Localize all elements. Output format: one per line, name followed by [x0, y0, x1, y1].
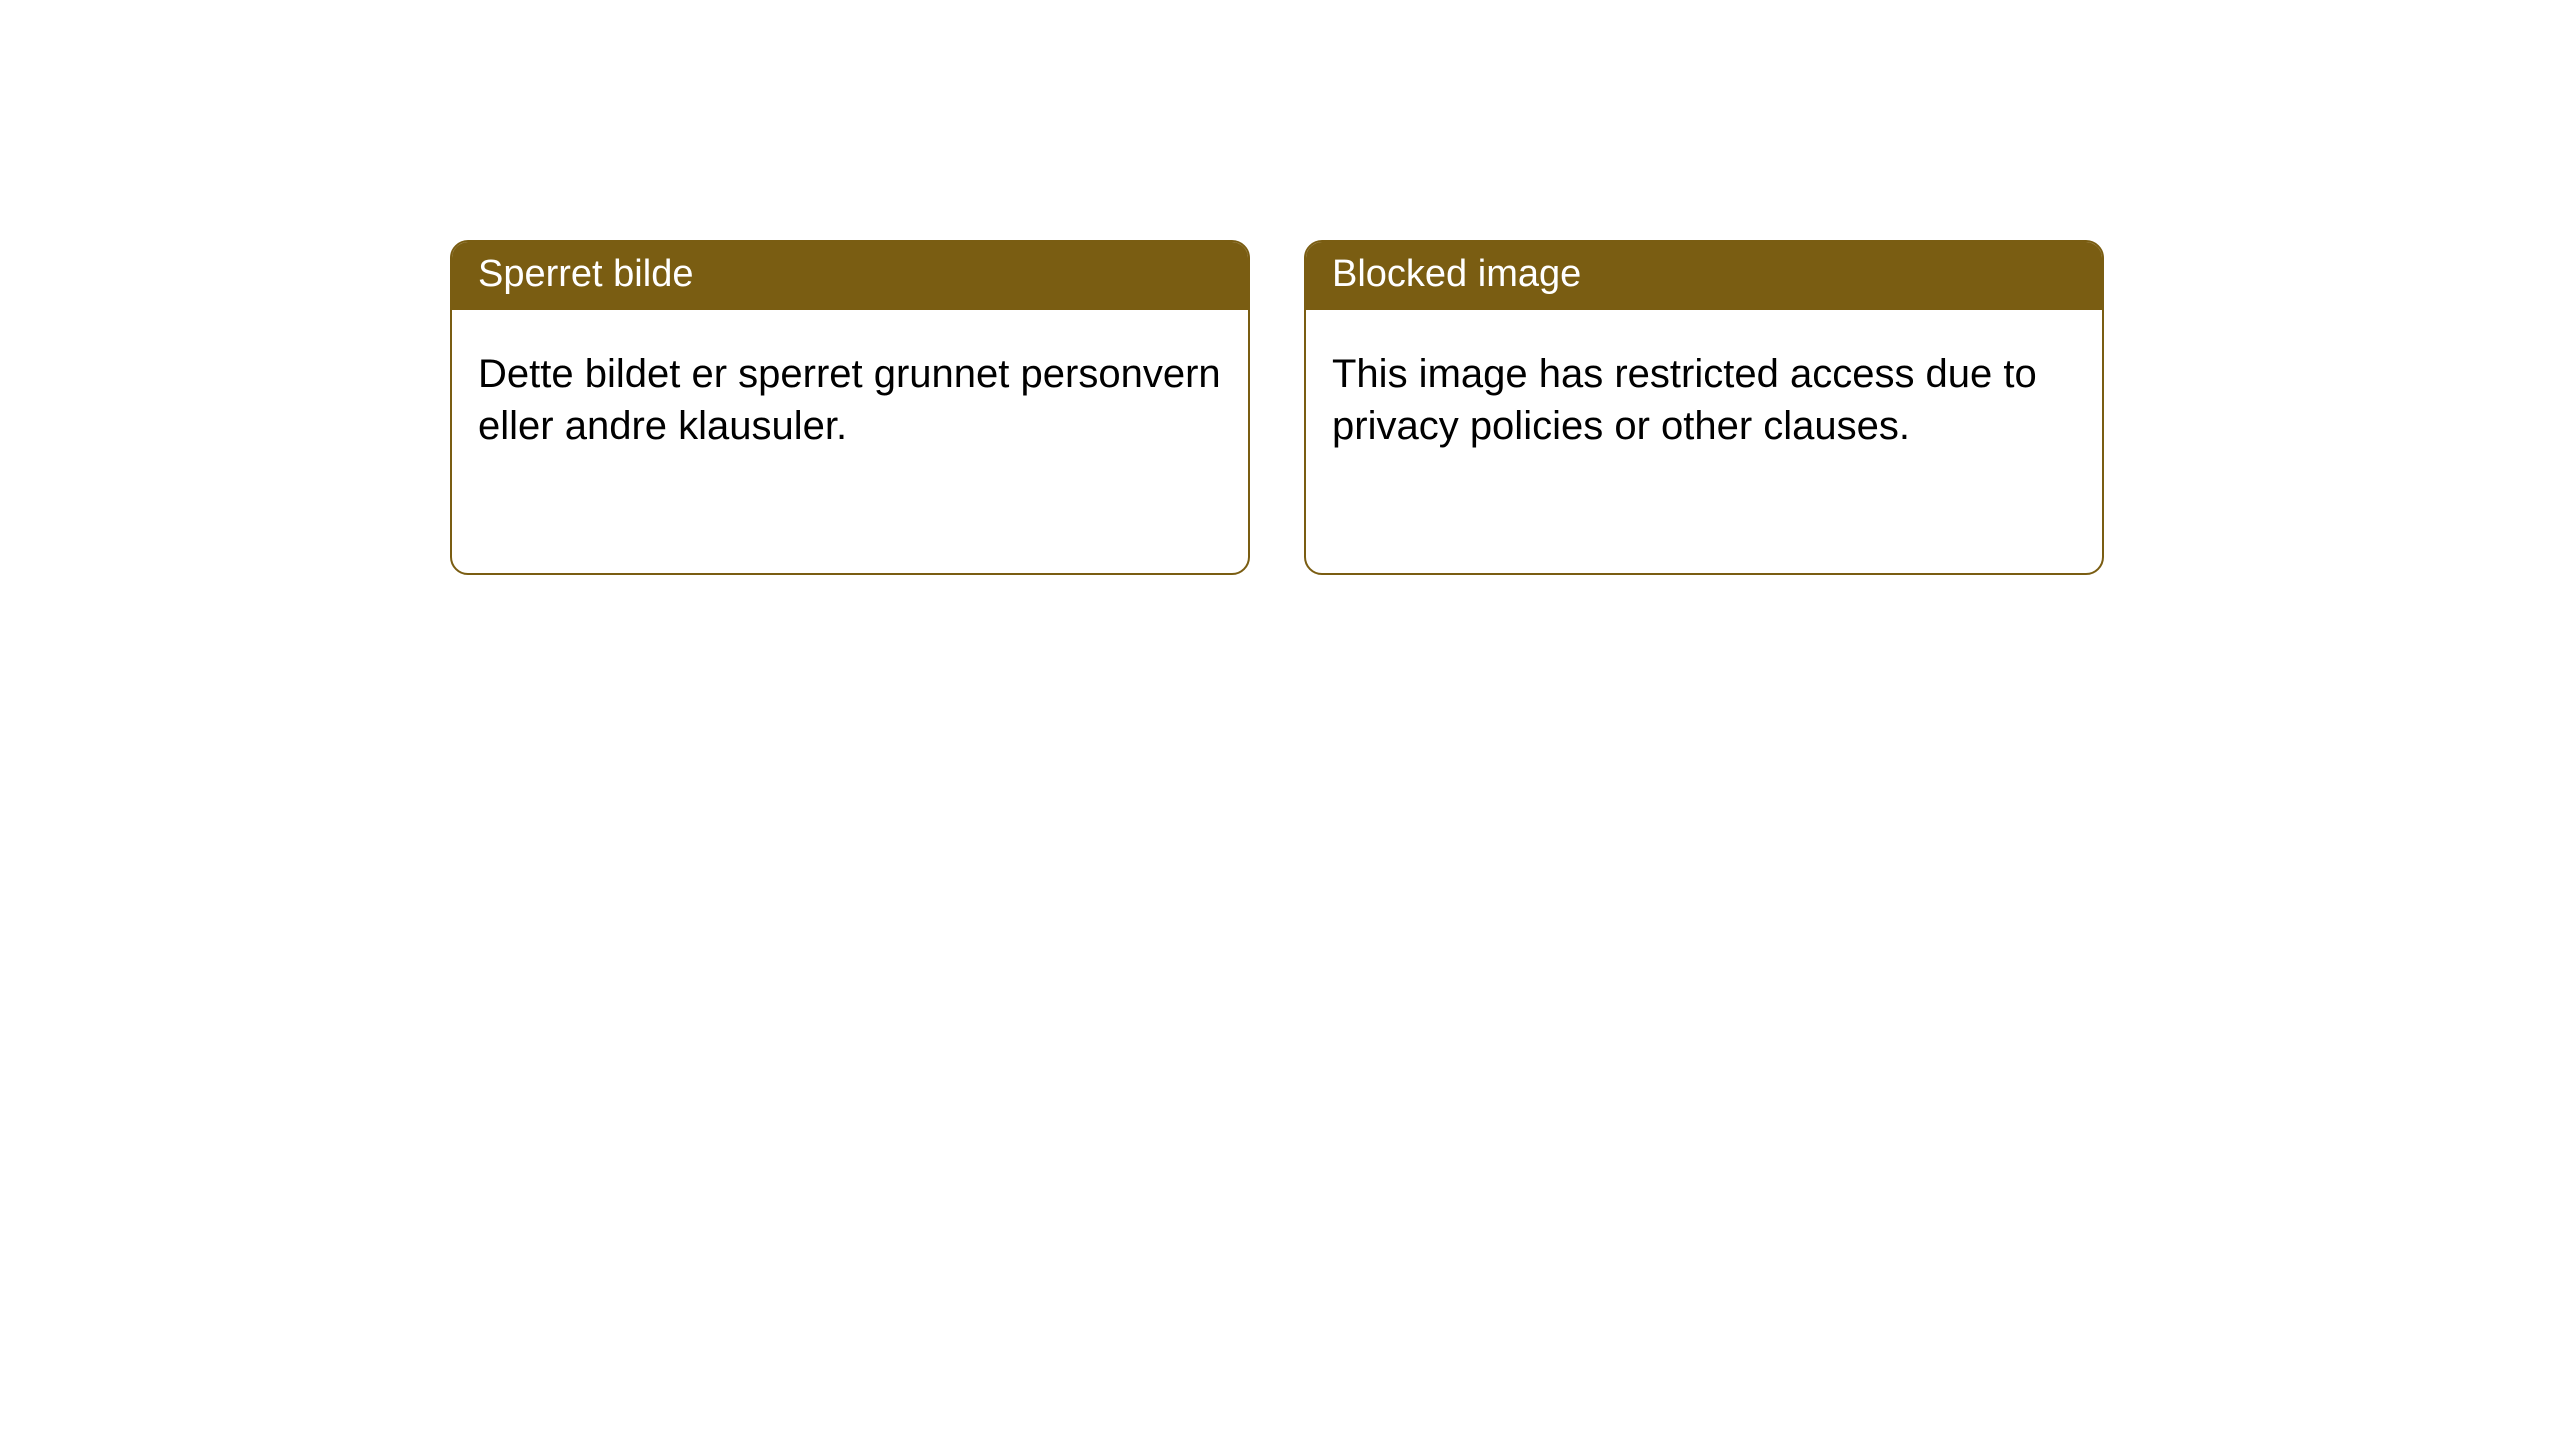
notice-card-body: Dette bildet er sperret grunnet personve… [452, 310, 1248, 478]
notice-card-body: This image has restricted access due to … [1306, 310, 2102, 478]
notice-card-english: Blocked image This image has restricted … [1304, 240, 2104, 575]
notice-container: Sperret bilde Dette bildet er sperret gr… [0, 0, 2560, 575]
notice-card-title: Sperret bilde [452, 242, 1248, 310]
notice-card-norwegian: Sperret bilde Dette bildet er sperret gr… [450, 240, 1250, 575]
notice-card-title: Blocked image [1306, 242, 2102, 310]
